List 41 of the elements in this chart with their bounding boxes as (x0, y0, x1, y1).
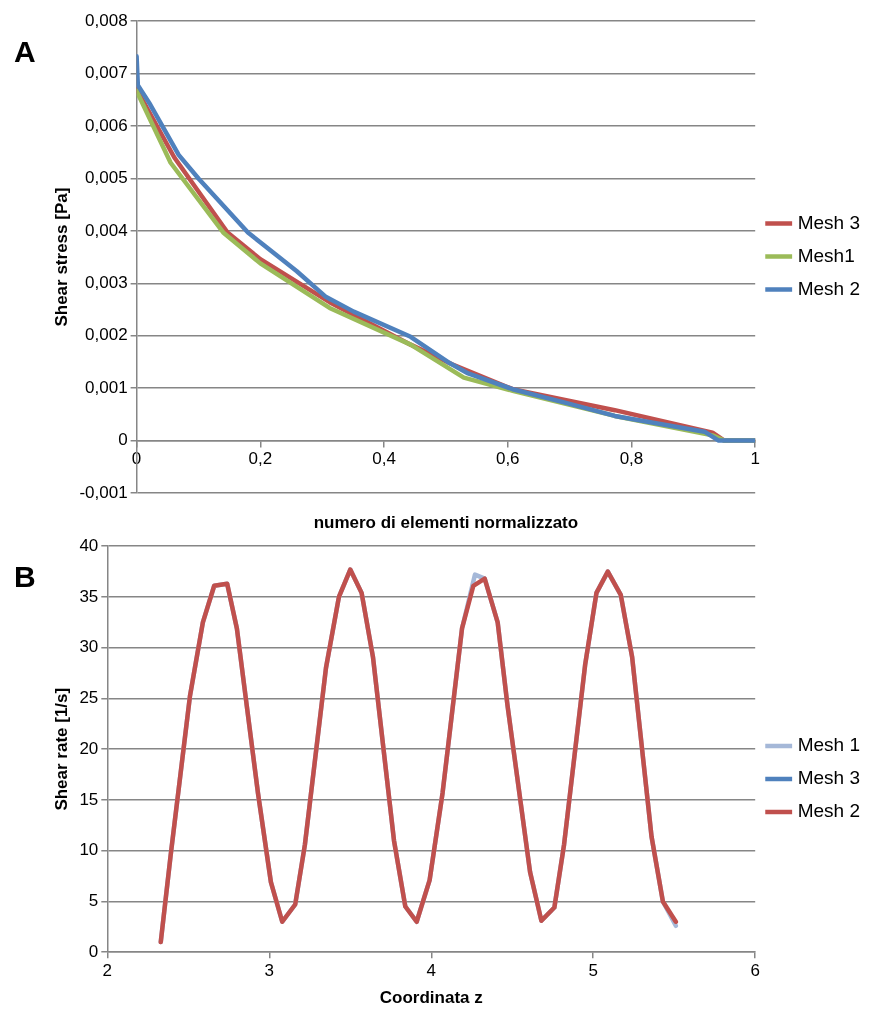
x-tick-label: 0,4 (372, 449, 396, 469)
y-tick-label: 0,008 (85, 10, 128, 30)
y-axis-title: Shear rate [1/s] (51, 687, 71, 811)
legend-label: Mesh 1 (797, 734, 861, 756)
x-axis-title: numero di elementi normalizzato (313, 512, 579, 532)
y-tick-label: 0,005 (85, 168, 128, 188)
y-tick-label: 35 (79, 586, 99, 606)
x-tick-label: 3 (264, 961, 275, 981)
y-tick-label: 0,007 (85, 63, 128, 83)
x-tick-label: 4 (426, 961, 436, 981)
y-tick-label: 5 (88, 891, 99, 911)
x-tick-label: 0,2 (248, 449, 273, 469)
x-tick-label: 0,8 (619, 449, 644, 469)
legend-label: Mesh1 (797, 244, 855, 266)
y-tick-label: 0,006 (85, 115, 128, 135)
text: B (14, 560, 36, 594)
legend-label: Mesh 3 (797, 767, 861, 789)
y-tick-label: 0 (118, 430, 128, 450)
y-tick-label: 0,002 (85, 325, 128, 345)
y-tick-label: 15 (79, 789, 99, 809)
legend-label: Mesh 2 (797, 800, 861, 822)
x-tick-label: 0,6 (495, 449, 520, 469)
x-tick-label: 1 (750, 449, 760, 469)
y-tick-label: 0 (88, 941, 99, 961)
legend-label: Mesh 3 (797, 211, 861, 233)
y-tick-label: 10 (79, 840, 99, 860)
y-tick-label: 0,001 (85, 377, 128, 397)
x-axis-title: Coordinata z (379, 988, 483, 1008)
x-tick-label: 2 (102, 961, 113, 981)
y-axis-title: Shear stress [Pa] (51, 187, 71, 327)
x-tick-label: 6 (750, 961, 760, 981)
y-tick-label: 0,004 (85, 220, 128, 240)
y-tick-label: -0,001 (79, 482, 128, 502)
x-tick-label: 5 (588, 961, 598, 981)
y-tick-label: 0,003 (85, 273, 128, 292)
y-tick-label: 40 (79, 535, 99, 555)
y-tick-label: 30 (79, 637, 99, 657)
text: A (14, 35, 36, 69)
legend-label: Mesh 2 (797, 277, 861, 299)
y-tick-label: 25 (79, 688, 99, 708)
y-tick-label: 20 (79, 738, 99, 758)
